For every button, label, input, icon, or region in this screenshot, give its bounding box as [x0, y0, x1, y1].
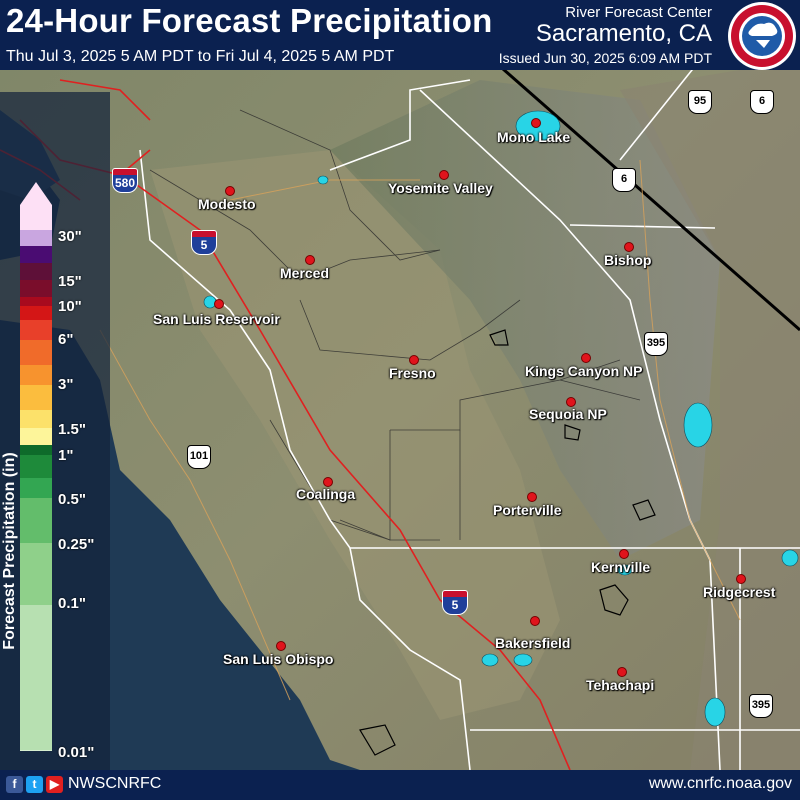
scale-swatch: [20, 365, 52, 385]
us-route-shield: 6: [750, 90, 774, 114]
scale-swatch: [20, 205, 52, 230]
city-label: San Luis Obispo: [223, 651, 334, 667]
city-label: Yosemite Valley: [388, 180, 493, 196]
city-marker[interactable]: [276, 641, 286, 651]
city-marker[interactable]: [225, 186, 235, 196]
city-marker[interactable]: [624, 242, 634, 252]
map-title: 24-Hour Forecast Precipitation: [6, 2, 493, 39]
city-marker[interactable]: [214, 299, 224, 309]
us-route-shield: 95: [688, 90, 712, 114]
agency-label: River Forecast Center: [565, 4, 712, 21]
facebook-icon[interactable]: f: [6, 776, 23, 793]
office-label: Sacramento, CA: [535, 20, 712, 47]
scale-label-0-25: 0.25": [58, 536, 95, 553]
city-marker[interactable]: [566, 397, 576, 407]
scale-swatch: [20, 750, 52, 751]
us-route-shield: 395: [644, 332, 668, 356]
scale-swatch: [20, 385, 52, 410]
city-marker[interactable]: [439, 170, 449, 180]
city-label: Bishop: [604, 252, 652, 268]
city-marker[interactable]: [409, 355, 419, 365]
city-label: Mono Lake: [497, 129, 571, 145]
city-marker[interactable]: [527, 492, 537, 502]
city-marker[interactable]: [530, 616, 540, 626]
legend-panel: Forecast Precipitation (in): [0, 92, 110, 770]
nws-logo-icon[interactable]: [726, 0, 798, 72]
scale-label-1-5: 1.5": [58, 421, 86, 438]
city-label: Bakersfield: [495, 635, 571, 651]
city-label: Tehachapi: [586, 677, 655, 693]
scale-swatch: [20, 246, 52, 263]
scale-swatch: [20, 410, 52, 428]
city-label: Merced: [280, 265, 330, 281]
city-marker[interactable]: [305, 255, 315, 265]
color-scale: [20, 182, 52, 751]
city-marker[interactable]: [531, 118, 541, 128]
us-route-shield: 6: [612, 168, 636, 192]
city-label: Porterville: [493, 502, 562, 518]
scale-swatch: [20, 428, 52, 445]
scale-swatch: [20, 263, 52, 280]
date-range: Thu Jul 3, 2025 5 AM PDT to Fri Jul 4, 2…: [6, 48, 395, 65]
scale-swatch: [20, 498, 52, 543]
scale-swatch: [20, 320, 52, 340]
twitter-icon[interactable]: t: [26, 776, 43, 793]
scale-swatch: [20, 280, 52, 297]
social-links: f t ▶: [6, 776, 63, 793]
scale-arrow: [20, 182, 52, 205]
city-label: Fresno: [389, 365, 436, 381]
header-bar: 24-Hour Forecast Precipitation Thu Jul 3…: [0, 0, 800, 70]
footer-bar: f t ▶ NWSCNRFC www.cnrfc.noaa.gov: [0, 770, 800, 800]
scale-label-1: 1": [58, 447, 74, 464]
city-label: Sequoia NP: [529, 406, 607, 422]
city-label: Kernville: [591, 559, 651, 575]
scale-label-0-5: 0.5": [58, 491, 86, 508]
city-label: San Luis Reservoir: [153, 311, 280, 327]
scale-label-0-01: 0.01": [58, 744, 95, 761]
interstate-shield: 5: [442, 590, 468, 616]
city-label: Kings Canyon NP: [525, 363, 643, 379]
interstate-shield: 5: [191, 230, 217, 256]
city-marker[interactable]: [619, 549, 629, 559]
scale-swatch: [20, 297, 52, 306]
scale-swatch: [20, 455, 52, 478]
scale-label-30: 30": [58, 228, 82, 245]
scale-label-15: 15": [58, 273, 82, 290]
scale-swatch: [20, 306, 52, 320]
scale-label-3: 3": [58, 376, 74, 393]
scale-swatch: [20, 543, 52, 605]
scale-label-0-1: 0.1": [58, 595, 86, 612]
city-marker[interactable]: [617, 667, 627, 677]
city-marker[interactable]: [736, 574, 746, 584]
scale-swatch: [20, 230, 52, 246]
scale-swatch: [20, 340, 52, 365]
us-route-shield: 395: [749, 694, 773, 718]
us-route-shield: 101: [187, 445, 211, 469]
website-link[interactable]: www.cnrfc.noaa.gov: [648, 775, 792, 792]
interstate-shield: 580: [112, 168, 138, 194]
city-marker[interactable]: [323, 477, 333, 487]
scale-swatch: [20, 445, 52, 455]
issued-time: Issued Jun 30, 2025 6:09 AM PDT: [498, 50, 712, 66]
city-marker[interactable]: [581, 353, 591, 363]
scale-label-10: 10": [58, 298, 82, 315]
youtube-icon[interactable]: ▶: [46, 776, 63, 793]
social-handle[interactable]: NWSCNRFC: [68, 775, 162, 792]
scale-label-6: 6": [58, 331, 74, 348]
scale-swatch: [20, 605, 52, 750]
city-label: Modesto: [198, 196, 256, 212]
scale-swatch: [20, 478, 52, 498]
city-label: Ridgecrest: [703, 584, 776, 600]
city-label: Coalinga: [296, 486, 356, 502]
